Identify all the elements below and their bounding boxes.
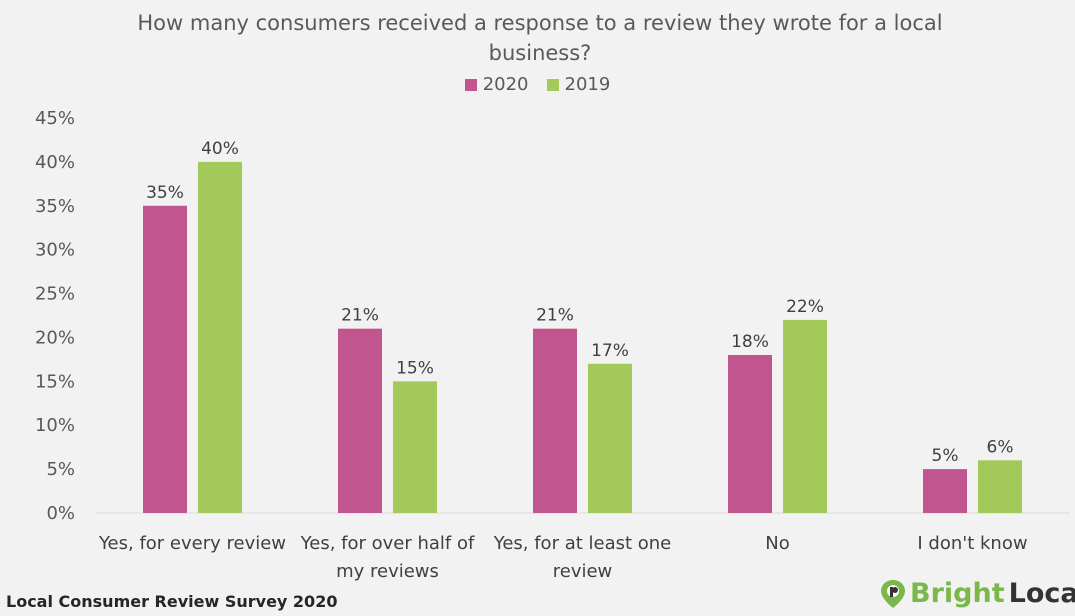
bar-2019 — [393, 381, 437, 513]
data-label-2019: 22% — [786, 297, 824, 317]
bar-2019 — [783, 319, 827, 513]
y-tick-label: 20% — [35, 327, 75, 348]
y-tick-label: 25% — [35, 284, 75, 305]
y-tick-label: 35% — [35, 196, 75, 217]
bar-2019 — [588, 363, 632, 513]
data-label-2020: 35% — [146, 183, 184, 203]
logo-text-local: Local — [1008, 578, 1075, 609]
data-label-2020: 21% — [341, 306, 379, 326]
footer-source: Local Consumer Review Survey 2020 — [6, 592, 338, 611]
y-tick-label: 5% — [46, 459, 75, 480]
legend-label-2020: 2020 — [482, 74, 529, 95]
x-category-label: No — [765, 533, 789, 554]
brightlocal-logo: BrightLocal — [880, 578, 1075, 609]
y-tick-label: 0% — [46, 503, 75, 524]
legend-item-2019: 2019 — [546, 74, 611, 95]
legend-item-2020: 2020 — [464, 74, 529, 95]
data-label-2019: 40% — [201, 139, 239, 159]
bar-2020 — [338, 328, 382, 513]
chart-title: How many consumers received a response t… — [137, 11, 943, 65]
location-pin-icon — [881, 579, 905, 608]
legend-swatch-2020 — [464, 78, 477, 91]
bar-2020 — [533, 328, 577, 513]
x-category-label: Yes, for at least one — [493, 533, 672, 554]
y-tick-label: 45% — [35, 108, 75, 129]
x-category-label: review — [553, 561, 613, 582]
data-label-2020: 5% — [932, 446, 959, 466]
x-category-label: I don't know — [917, 533, 1027, 554]
x-category-label: Yes, for every review — [98, 533, 286, 554]
data-label-2020: 18% — [731, 332, 769, 352]
data-label-2019: 17% — [591, 341, 629, 361]
data-label-2019: 15% — [396, 358, 434, 378]
data-label-2020: 21% — [536, 306, 574, 326]
bar-2020 — [728, 355, 772, 513]
bar-2020 — [923, 469, 967, 513]
legend-swatch-2019 — [546, 78, 559, 91]
bar-2019 — [198, 161, 242, 513]
legend-label-2019: 2019 — [564, 74, 611, 95]
bar-2019 — [978, 460, 1022, 513]
y-tick-label: 40% — [35, 152, 75, 173]
x-category-label: my reviews — [336, 561, 439, 582]
y-tick-label: 10% — [35, 415, 75, 436]
x-category-label: Yes, for over half of — [300, 533, 475, 554]
y-tick-label: 15% — [35, 371, 75, 392]
data-label-2019: 6% — [987, 437, 1014, 457]
logo-text-bright: Bright — [910, 578, 1005, 609]
y-tick-label: 30% — [35, 240, 75, 261]
chart-legend: 2020 2019 — [0, 74, 1075, 95]
bar-2020 — [143, 205, 187, 513]
